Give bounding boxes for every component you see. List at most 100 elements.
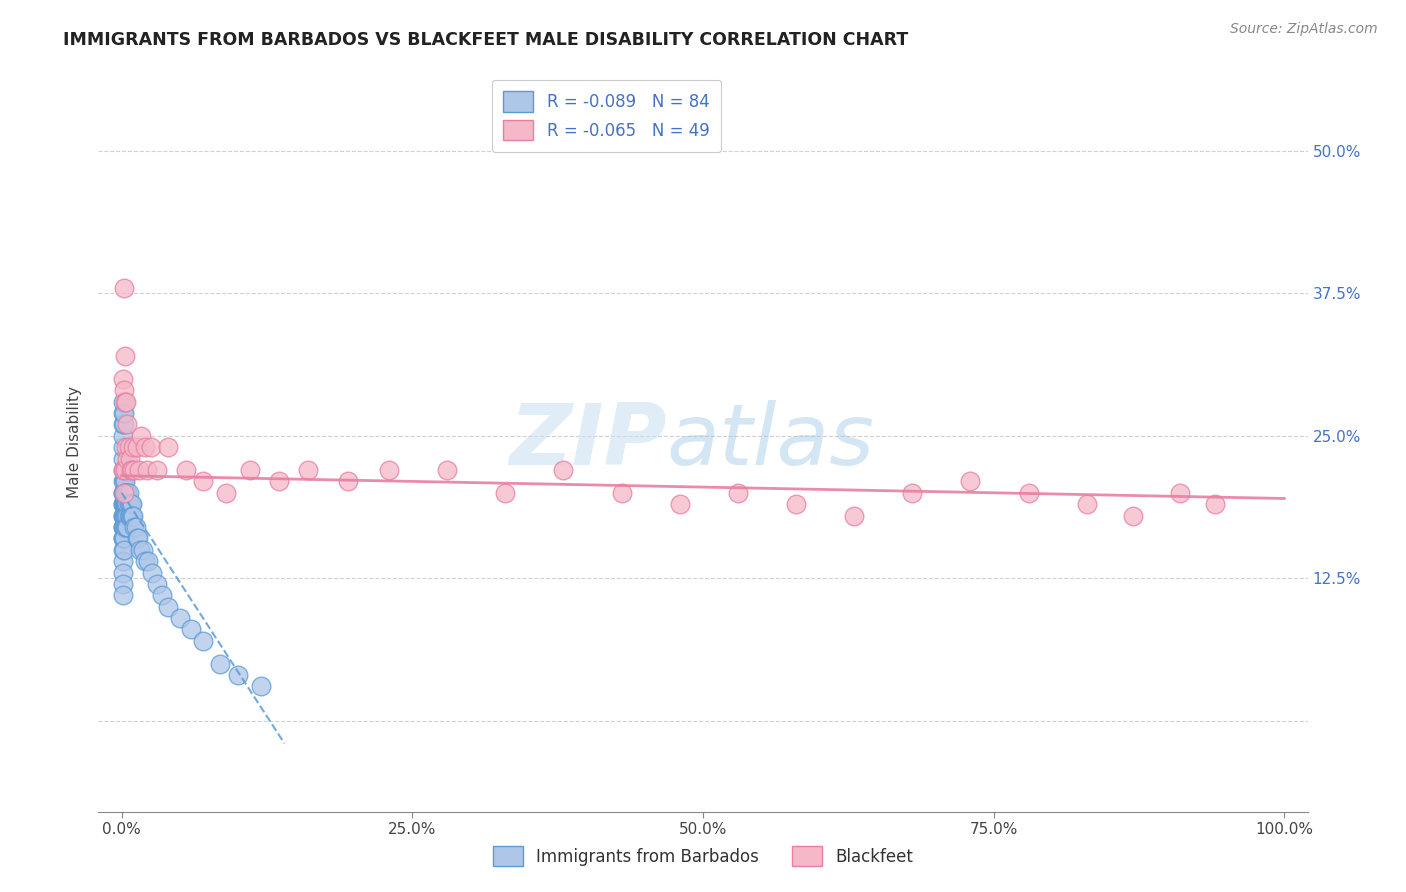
Point [174, 463, 197, 477]
Point [118, 485, 141, 500]
Point [125, 532, 148, 546]
Point [111, 577, 134, 591]
Point [111, 554, 134, 568]
Point [122, 440, 145, 454]
Point [112, 532, 135, 546]
Point [114, 508, 136, 523]
Point [112, 406, 135, 420]
Point [115, 508, 138, 523]
Point [215, 485, 238, 500]
Point [118, 497, 141, 511]
Point [553, 463, 575, 477]
Y-axis label: Male Disability: Male Disability [67, 385, 83, 498]
Point [157, 440, 180, 454]
Point [120, 463, 142, 477]
Point [129, 542, 152, 557]
Point [112, 417, 135, 432]
Point [111, 440, 134, 454]
Point [112, 497, 135, 511]
Point [111, 520, 134, 534]
Point [111, 372, 134, 386]
Point [115, 440, 138, 454]
Point [114, 508, 136, 523]
Point [111, 497, 134, 511]
Point [131, 429, 153, 443]
Point [1018, 485, 1040, 500]
Point [115, 497, 138, 511]
Point [115, 520, 138, 534]
Point [112, 532, 135, 546]
Point [112, 463, 135, 477]
Point [668, 497, 690, 511]
Point [145, 463, 167, 477]
Point [111, 485, 134, 500]
Point [785, 497, 807, 511]
Point [111, 417, 134, 432]
Point [136, 463, 159, 477]
Point [436, 463, 458, 477]
Point [120, 497, 142, 511]
Point [610, 485, 633, 500]
Point [111, 475, 134, 489]
Point [150, 588, 173, 602]
Point [111, 429, 134, 443]
Text: IMMIGRANTS FROM BARBADOS VS BLACKFEET MALE DISABILITY CORRELATION CHART: IMMIGRANTS FROM BARBADOS VS BLACKFEET MA… [63, 31, 908, 49]
Point [180, 623, 202, 637]
Point [114, 520, 136, 534]
Point [297, 463, 319, 477]
Point [139, 440, 162, 454]
Point [111, 463, 134, 477]
Point [141, 566, 163, 580]
Point [267, 475, 290, 489]
Point [145, 577, 167, 591]
Point [115, 485, 138, 500]
Point [120, 508, 142, 523]
Point [134, 554, 156, 568]
Point [131, 542, 153, 557]
Point [112, 485, 135, 500]
Point [226, 668, 249, 682]
Point [112, 281, 135, 295]
Point [124, 520, 146, 534]
Point [118, 497, 141, 511]
Point [114, 349, 136, 363]
Point [1168, 485, 1191, 500]
Point [727, 485, 749, 500]
Point [169, 611, 191, 625]
Point [118, 508, 141, 523]
Point [115, 497, 138, 511]
Point [118, 451, 141, 466]
Point [494, 485, 516, 500]
Point [121, 497, 143, 511]
Text: atlas: atlas [666, 400, 875, 483]
Point [111, 451, 134, 466]
Point [111, 406, 134, 420]
Point [117, 520, 139, 534]
Point [111, 588, 134, 602]
Point [112, 485, 135, 500]
Point [112, 520, 135, 534]
Point [114, 485, 136, 500]
Point [112, 475, 135, 489]
Point [844, 508, 866, 523]
Point [157, 599, 180, 614]
Point [111, 394, 134, 409]
Point [191, 475, 214, 489]
Text: ZIP: ZIP [509, 400, 666, 483]
Point [115, 394, 138, 409]
Point [112, 485, 135, 500]
Point [127, 532, 149, 546]
Point [378, 463, 401, 477]
Point [124, 520, 146, 534]
Point [124, 463, 146, 477]
Point [114, 497, 136, 511]
Point [114, 475, 136, 489]
Point [112, 508, 135, 523]
Point [111, 532, 134, 546]
Point [114, 394, 136, 409]
Point [112, 508, 135, 523]
Legend: R = -0.089   N = 84, R = -0.065   N = 49: R = -0.089 N = 84, R = -0.065 N = 49 [492, 79, 721, 152]
Point [209, 657, 232, 671]
Point [1076, 497, 1098, 511]
Point [125, 440, 148, 454]
